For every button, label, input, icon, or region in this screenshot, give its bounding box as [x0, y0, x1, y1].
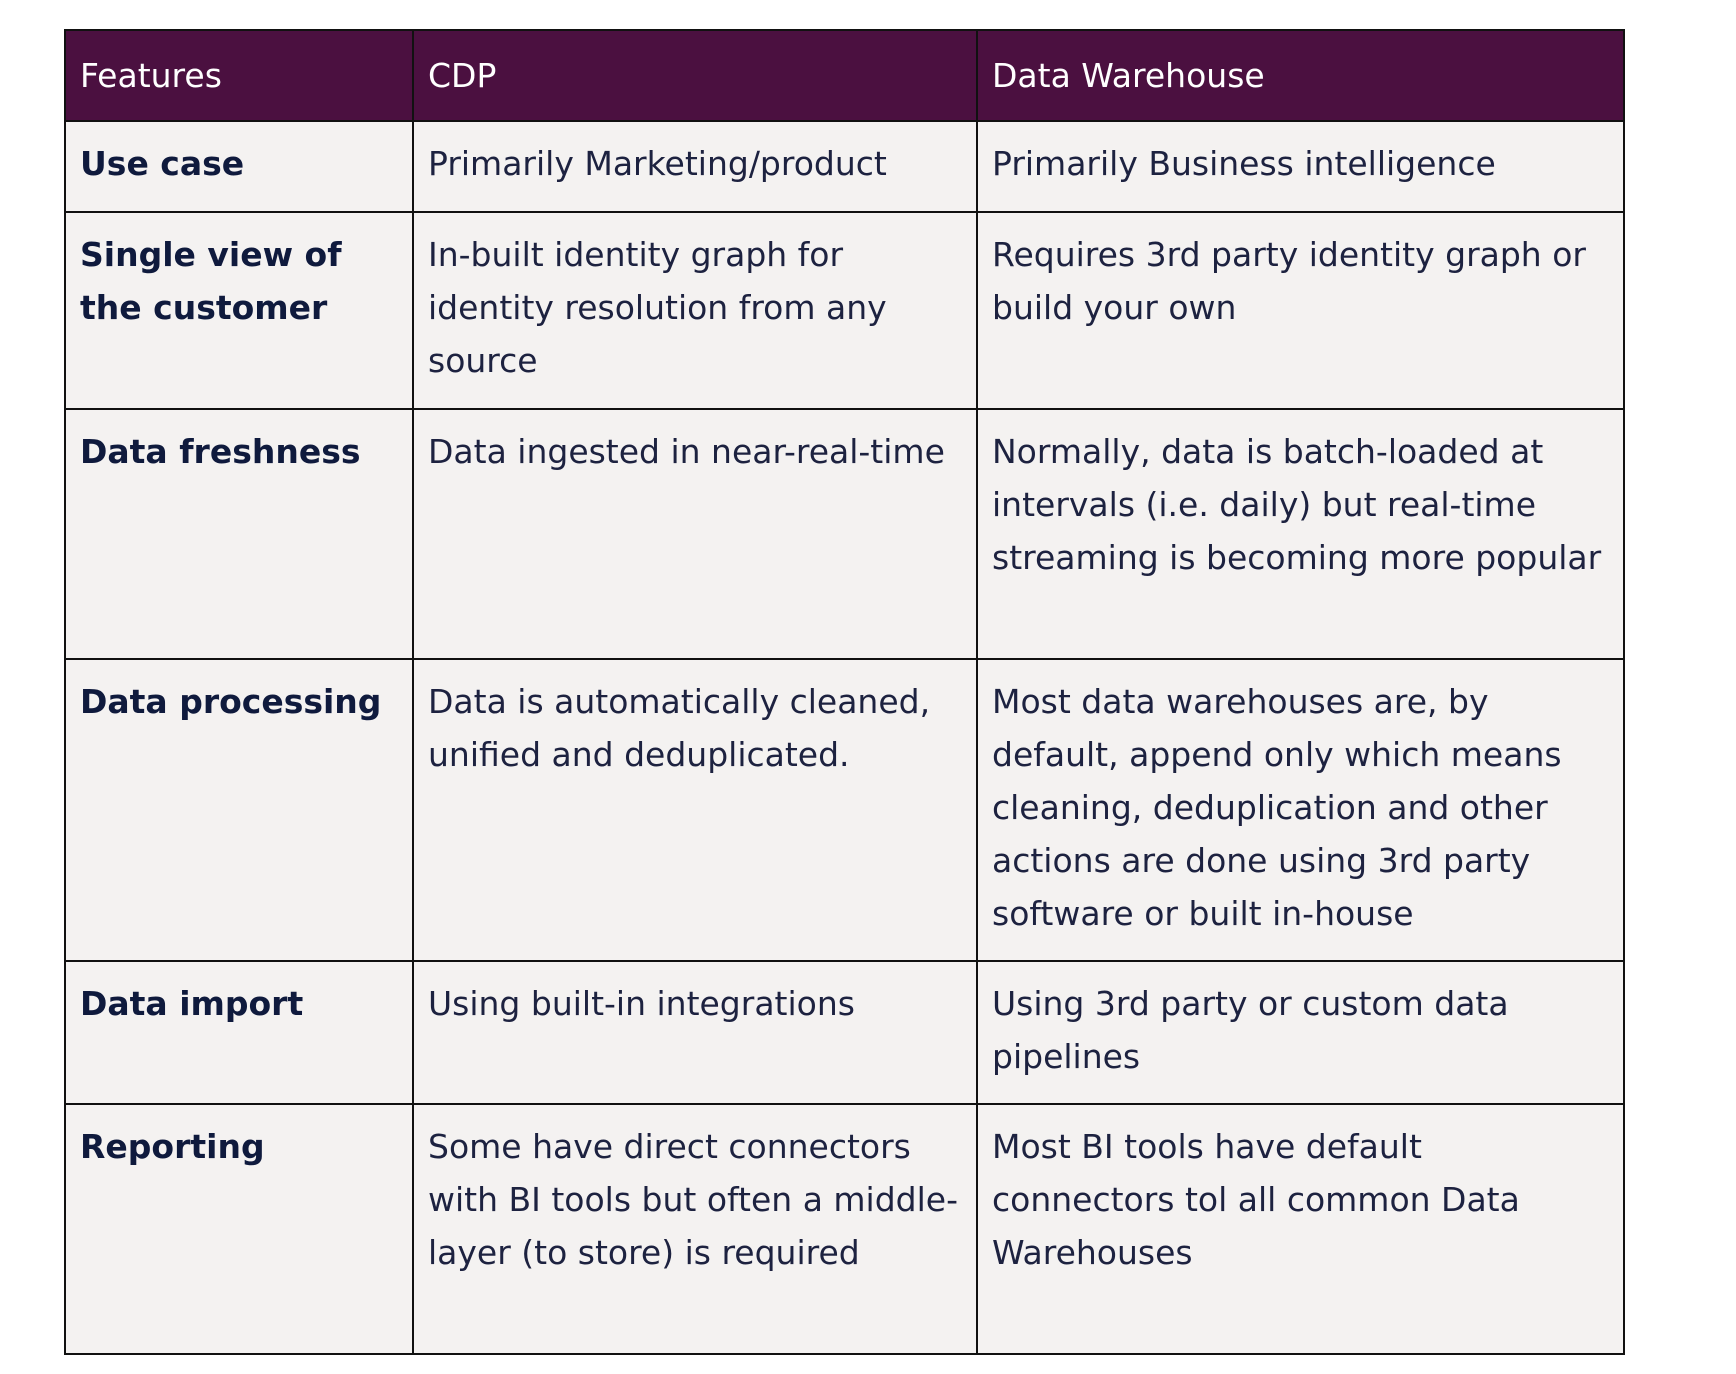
comparison-table-container: Features CDP Data Warehouse Use case Pri… — [64, 29, 1625, 1355]
header-data-warehouse: Data Warehouse — [976, 29, 1625, 122]
feature-cell: Data freshness — [64, 408, 414, 660]
feature-cell: Data processing — [64, 658, 414, 962]
feature-cell: Use case — [64, 120, 414, 213]
cdp-cell: Data ingested in near-real-time — [412, 408, 978, 660]
warehouse-cell: Requires 3rd party identity graph or bui… — [976, 211, 1625, 410]
table-row: Data import Using built-in integrations … — [64, 960, 1625, 1105]
warehouse-cell: Primarily Business intelligence — [976, 120, 1625, 213]
feature-cell: Reporting — [64, 1103, 414, 1355]
table-row: Reporting Some have direct connectors wi… — [64, 1103, 1625, 1355]
cdp-cell: Primarily Marketing/product — [412, 120, 978, 213]
feature-cell: Single view of the customer — [64, 211, 414, 410]
table-row: Data freshness Data ingested in near-rea… — [64, 408, 1625, 660]
warehouse-cell: Most data warehouses are, by default, ap… — [976, 658, 1625, 962]
cdp-cell: In-built identity graph for identity res… — [412, 211, 978, 410]
table-row: Data processing Data is automatically cl… — [64, 658, 1625, 962]
cdp-cell: Using built-in integrations — [412, 960, 978, 1105]
table-header-row: Features CDP Data Warehouse — [64, 29, 1625, 122]
cdp-vs-data-warehouse-table: Features CDP Data Warehouse Use case Pri… — [64, 29, 1625, 1355]
table-row: Single view of the customer In-built ide… — [64, 211, 1625, 410]
header-cdp: CDP — [412, 29, 978, 122]
warehouse-cell: Most BI tools have default connectors to… — [976, 1103, 1625, 1355]
feature-cell: Data import — [64, 960, 414, 1105]
warehouse-cell: Normally, data is batch-loaded at interv… — [976, 408, 1625, 660]
cdp-cell: Some have direct connectors with BI tool… — [412, 1103, 978, 1355]
table-row: Use case Primarily Marketing/product Pri… — [64, 120, 1625, 213]
header-features: Features — [64, 29, 414, 122]
warehouse-cell: Using 3rd party or custom data pipelines — [976, 960, 1625, 1105]
cdp-cell: Data is automatically cleaned, unified a… — [412, 658, 978, 962]
